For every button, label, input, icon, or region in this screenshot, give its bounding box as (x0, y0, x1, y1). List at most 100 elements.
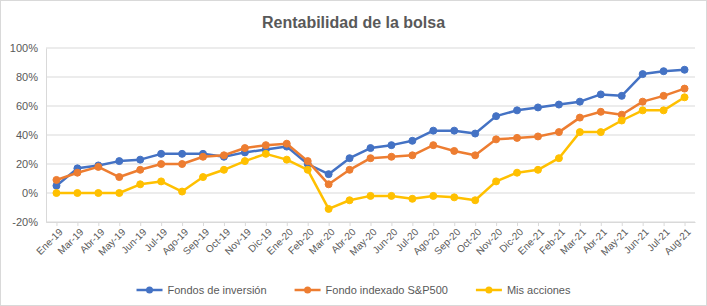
data-point (660, 68, 667, 75)
x-axis: Ene-19Mar-19Abr-19May-19Jun-19Jul-19Ago-… (34, 222, 695, 258)
x-tick-mark (56, 222, 57, 226)
data-point (430, 127, 437, 134)
series-line (56, 70, 684, 186)
data-point (74, 190, 81, 197)
data-point (262, 142, 269, 149)
y-tick-label: 0% (22, 187, 38, 199)
x-tick: Jun-20 (370, 222, 400, 256)
chart: Rentabilidad de la bolsa-20%0%20%40%60%8… (0, 0, 707, 306)
data-point (514, 134, 521, 141)
x-tick-mark (496, 222, 497, 226)
y-tick: -20% (12, 216, 46, 228)
data-point (681, 66, 688, 73)
data-point (367, 145, 374, 152)
data-point (200, 174, 207, 181)
grid-line (46, 48, 695, 49)
y-tick-label: 80% (16, 71, 38, 83)
data-point (639, 98, 646, 105)
data-point (555, 155, 562, 162)
data-point (576, 98, 583, 105)
x-tick-mark (119, 222, 120, 226)
y-tick: 40% (16, 129, 46, 141)
x-tick-mark (245, 222, 246, 226)
data-point (660, 92, 667, 99)
x-tick-mark (203, 222, 204, 226)
y-axis: -20%0%20%40%60%80%100% (10, 42, 47, 228)
y-tick-label: 40% (16, 129, 38, 141)
grid (46, 48, 695, 222)
data-point (681, 85, 688, 92)
data-point (179, 161, 186, 168)
data-point (388, 192, 395, 199)
data-point (325, 181, 332, 188)
x-tick-label: Jun-21 (622, 226, 652, 256)
series-line (56, 97, 684, 209)
x-tick-mark (538, 222, 539, 226)
data-point (576, 129, 583, 136)
data-point (304, 166, 311, 173)
data-point (493, 113, 500, 120)
data-point (493, 178, 500, 185)
data-point (346, 155, 353, 162)
data-point (241, 145, 248, 152)
data-point (95, 190, 102, 197)
x-tick-mark (287, 222, 288, 226)
data-point (534, 166, 541, 173)
data-point (534, 133, 541, 140)
data-point (158, 178, 165, 185)
data-point (388, 153, 395, 160)
x-tick-mark (559, 222, 560, 226)
x-tick-mark (350, 222, 351, 226)
x-tick-mark (77, 222, 78, 226)
data-point (388, 142, 395, 149)
x-tick-label: Jun-19 (119, 226, 149, 256)
y-tick-label: 100% (10, 42, 38, 54)
x-tick: Nov-20 (474, 222, 505, 257)
data-point (325, 171, 332, 178)
data-point (116, 190, 123, 197)
x-tick-label: Jun-20 (370, 226, 400, 256)
data-point (597, 91, 604, 98)
data-point (283, 156, 290, 163)
data-point (618, 92, 625, 99)
series-markers (53, 66, 688, 189)
data-point (304, 158, 311, 165)
legend-marker (146, 287, 153, 294)
data-point (555, 129, 562, 136)
data-point (367, 192, 374, 199)
x-tick-mark (622, 222, 623, 226)
data-point (639, 71, 646, 78)
data-point (639, 107, 646, 114)
data-point (346, 166, 353, 173)
data-point (220, 166, 227, 173)
data-point (346, 197, 353, 204)
legend: Fondos de inversión Fondo indexado S&P500… (137, 284, 571, 296)
x-tick: Jun-19 (119, 222, 149, 256)
y-tick: 20% (16, 158, 46, 170)
legend-item: Fondo indexado S&P500 (295, 284, 448, 296)
x-tick-mark (580, 222, 581, 226)
grid-line (46, 164, 695, 165)
x-tick-mark (643, 222, 644, 226)
data-point (514, 107, 521, 114)
data-point (179, 188, 186, 195)
y-tick-label: -20% (12, 216, 38, 228)
series-line (56, 89, 684, 185)
data-point (409, 152, 416, 159)
data-point (514, 169, 521, 176)
x-tick-mark (266, 222, 267, 226)
grid-line (46, 135, 695, 136)
data-point (472, 152, 479, 159)
data-point (660, 107, 667, 114)
x-tick-mark (601, 222, 602, 226)
data-point (116, 158, 123, 165)
data-point (179, 150, 186, 157)
x-tick: Aug-21 (662, 222, 693, 257)
data-point (681, 94, 688, 101)
legend-item: Mis acciones (476, 284, 571, 296)
y-tick: 80% (16, 71, 46, 83)
data-point (325, 205, 332, 212)
data-point (158, 150, 165, 157)
x-tick-label: Nov-19 (223, 226, 254, 257)
legend-item: Fondos de inversión (137, 284, 267, 296)
